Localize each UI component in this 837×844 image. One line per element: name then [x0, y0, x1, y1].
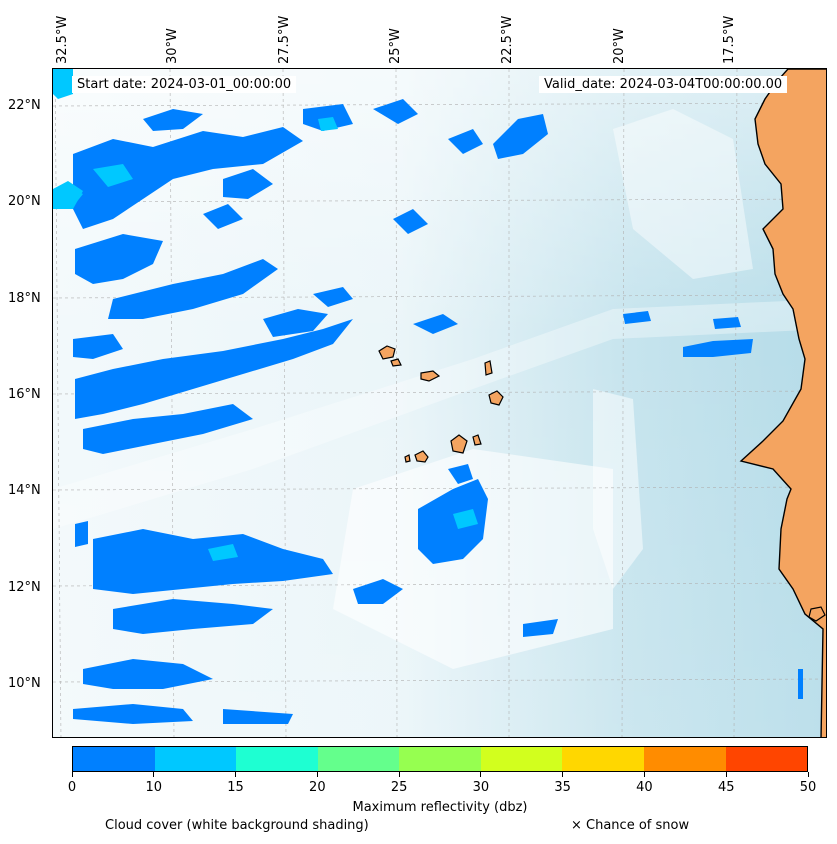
colorbar-segment — [317, 747, 400, 771]
longitude-label: 30°W — [165, 28, 180, 64]
longitude-label: 20°W — [612, 28, 627, 64]
colorbar-segment — [480, 747, 563, 771]
land-mass — [739, 69, 826, 737]
colorbar-segment — [154, 747, 237, 771]
longitude-label: 32.5°W — [55, 15, 70, 64]
colorbar-tick — [316, 772, 318, 777]
latitude-label: 22°N — [8, 98, 41, 113]
colorbar-tick — [562, 772, 564, 777]
colorbar-segment — [236, 747, 318, 771]
cloud-cover-shading — [53, 69, 826, 737]
reflectivity-colorbar — [72, 746, 808, 772]
latitude-label: 16°N — [8, 387, 41, 402]
colorbar-tick-label: 40 — [636, 780, 653, 795]
colorbar-segment — [643, 747, 726, 771]
cloud-cover-legend: Cloud cover (white background shading) — [105, 818, 369, 833]
longitude-label: 22.5°W — [500, 15, 515, 64]
longitude-label: 27.5°W — [277, 15, 292, 64]
reflectivity-10-15 — [53, 69, 478, 561]
colorbar-segment — [725, 747, 808, 771]
colorbar-tick-label: 35 — [554, 780, 571, 795]
colorbar-tick-label: 10 — [145, 780, 163, 795]
latitude-label: 20°N — [8, 194, 41, 209]
reflectivity-0-10 — [73, 99, 803, 724]
colorbar-tick — [643, 772, 645, 777]
colorbar-segment — [562, 747, 644, 771]
longitude-label: 25°W — [388, 28, 403, 64]
latitude-label: 12°N — [8, 580, 41, 595]
snow-legend: × Chance of snow — [571, 818, 690, 833]
colorbar-tick — [480, 772, 482, 777]
colorbar-tick-label: 50 — [799, 780, 817, 795]
colorbar-tick — [71, 772, 73, 777]
islands — [378, 345, 826, 622]
latitude-label: 14°N — [8, 483, 41, 498]
start-date-label: Start date: 2024-03-01_00:00:00 — [72, 76, 297, 93]
colorbar-tick — [153, 772, 155, 777]
colorbar-tick-label: 45 — [717, 780, 735, 795]
colorbar-tick-label: 20 — [309, 780, 326, 795]
colorbar-title: Maximum reflectivity (dbz) — [352, 800, 528, 815]
colorbar-tick — [725, 772, 727, 777]
colorbar-segment — [73, 747, 155, 771]
colorbar-tick — [807, 772, 809, 777]
colorbar-tick-label: 25 — [390, 780, 408, 795]
latitude-label: 18°N — [8, 291, 41, 306]
colorbar-tick-label: 0 — [67, 780, 77, 795]
colorbar-tick-label: 30 — [472, 780, 490, 795]
longitude-label: 17.5°W — [722, 15, 737, 64]
latitude-label: 10°N — [8, 676, 41, 691]
map-panel — [52, 68, 827, 738]
colorbar-tick — [235, 772, 237, 777]
colorbar-segment — [399, 747, 481, 771]
valid-date-label: Valid_date: 2024-03-04T00:00:00.00 — [539, 76, 788, 93]
colorbar-tick — [398, 772, 400, 777]
map-canvas — [53, 69, 826, 737]
colorbar-tick-label: 15 — [227, 780, 244, 795]
